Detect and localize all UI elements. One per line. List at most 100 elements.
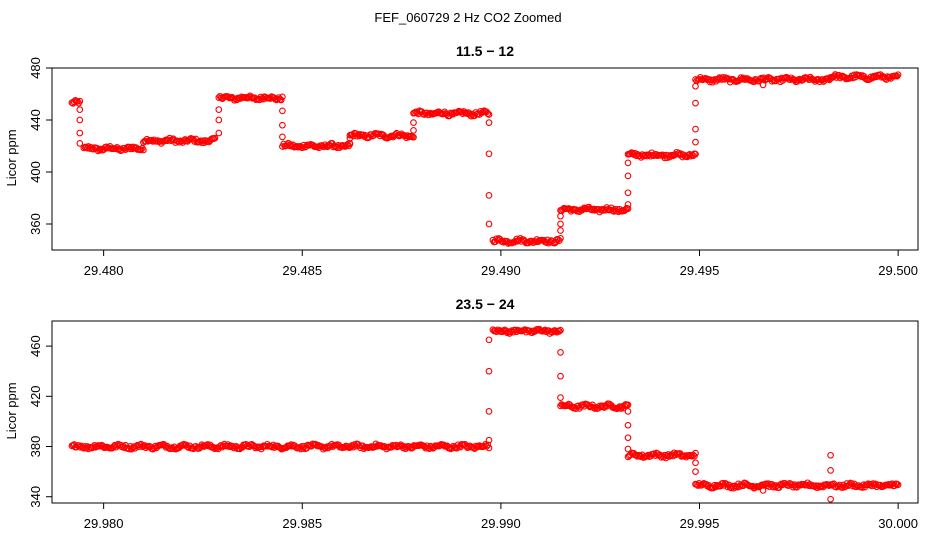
x-tick-label: 29.500 <box>878 263 918 278</box>
data-point <box>378 442 386 450</box>
data-point <box>597 206 605 214</box>
data-point <box>557 212 564 220</box>
data-point <box>624 445 632 453</box>
data-point <box>180 137 188 144</box>
data-point <box>485 192 493 199</box>
data-point <box>557 326 564 334</box>
data-point <box>624 205 632 213</box>
data-point <box>552 327 560 335</box>
chart-2-y-axis-label: Licor ppm <box>4 382 19 439</box>
chart-1-title: 11.5 − 12 <box>456 43 514 59</box>
data-point <box>396 442 403 450</box>
data-point <box>759 81 767 89</box>
data-point <box>484 441 492 449</box>
data-point <box>130 443 138 450</box>
y-tick-label: 440 <box>28 109 43 131</box>
x-tick-label: 29.985 <box>282 516 322 531</box>
data-point <box>484 110 492 117</box>
data-point <box>624 408 632 415</box>
data-point <box>76 129 84 137</box>
data-point <box>557 220 564 228</box>
data-point <box>211 134 219 142</box>
x-tick-label: 29.980 <box>84 516 124 531</box>
plot-area-2 <box>51 320 919 504</box>
data-point <box>76 97 84 105</box>
data-point <box>624 434 632 442</box>
data-point <box>340 142 348 150</box>
plot-area-1 <box>51 67 919 251</box>
data-point <box>410 127 417 134</box>
data-point <box>279 133 286 141</box>
data-point <box>557 227 564 234</box>
data-points-1 <box>68 71 902 247</box>
chart-1-y-axis-label: Licor ppm <box>4 129 19 186</box>
data-point <box>557 394 564 401</box>
data-point <box>624 159 632 167</box>
data-point <box>279 93 286 101</box>
data-point <box>485 408 493 415</box>
data-point <box>215 106 223 113</box>
chart-panel-2: 23.5 − 24 Licor ppm 29.980 29.985 29.990 29… <box>4 296 919 531</box>
data-point <box>624 189 632 197</box>
data-point <box>824 481 832 489</box>
chart-panel-1: 11.5 − 12 Licor ppm 29.480 29.485 29.490 29… <box>4 43 919 278</box>
data-point <box>692 468 699 475</box>
data-point <box>893 480 901 488</box>
data-point <box>692 459 699 467</box>
data-point <box>894 481 902 489</box>
data-point <box>128 143 135 151</box>
data-point <box>692 82 699 90</box>
data-point <box>95 146 103 154</box>
data-point <box>485 119 493 126</box>
data-point <box>485 444 493 452</box>
data-point <box>810 76 818 84</box>
data-point <box>354 130 362 138</box>
data-point <box>624 421 632 429</box>
data-point <box>692 150 699 158</box>
data-point <box>692 125 699 133</box>
x-tick-label: 29.990 <box>481 516 521 531</box>
x-tick-label: 29.495 <box>680 263 720 278</box>
data-point <box>692 99 699 107</box>
data-point <box>485 150 493 158</box>
data-point <box>485 367 493 375</box>
data-point <box>279 107 286 115</box>
data-point <box>76 106 84 113</box>
data-point <box>856 72 864 79</box>
data-point <box>827 467 834 474</box>
data-point <box>462 109 470 116</box>
data-point <box>277 96 285 104</box>
data-point <box>215 129 223 137</box>
data-point <box>140 146 147 154</box>
data-point <box>279 121 286 129</box>
data-point <box>410 119 417 126</box>
data-point <box>692 138 699 146</box>
data-point <box>396 132 404 139</box>
data-point <box>485 336 493 344</box>
data-point <box>76 140 84 147</box>
x-tick-label: 29.480 <box>84 263 124 278</box>
y-tick-label: 420 <box>28 385 43 407</box>
data-point <box>827 451 834 459</box>
data-point <box>243 93 250 101</box>
data-point <box>485 436 493 444</box>
data-point <box>555 327 563 335</box>
data-point <box>557 234 564 242</box>
data-point <box>590 205 598 213</box>
data-point <box>557 349 564 356</box>
data-point <box>893 72 901 80</box>
data-point <box>624 401 632 409</box>
x-tick-label: 29.485 <box>282 263 322 278</box>
data-point <box>485 111 493 118</box>
data-point <box>293 142 300 150</box>
data-point <box>215 116 223 124</box>
data-point <box>346 134 354 142</box>
data-point <box>827 495 834 503</box>
data-point <box>657 453 665 461</box>
data-point <box>129 444 136 452</box>
data-point <box>286 442 294 450</box>
y-tick-label: 460 <box>28 335 43 357</box>
data-point <box>810 482 817 490</box>
data-point <box>485 220 493 228</box>
